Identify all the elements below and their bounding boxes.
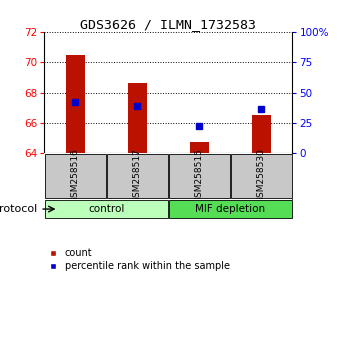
- Text: GSM258530: GSM258530: [257, 148, 266, 203]
- FancyBboxPatch shape: [169, 154, 230, 198]
- FancyBboxPatch shape: [169, 200, 292, 218]
- Bar: [190, 142, 209, 153]
- Text: control: control: [88, 204, 124, 214]
- Text: GSM258516: GSM258516: [71, 148, 80, 203]
- FancyBboxPatch shape: [107, 154, 168, 198]
- Text: protocol: protocol: [0, 204, 37, 214]
- Text: GSM258515: GSM258515: [195, 148, 204, 203]
- Bar: [128, 84, 147, 153]
- FancyBboxPatch shape: [45, 200, 168, 218]
- Bar: [66, 55, 85, 153]
- FancyBboxPatch shape: [45, 154, 106, 198]
- FancyBboxPatch shape: [231, 154, 292, 198]
- Text: MIF depletion: MIF depletion: [195, 204, 266, 214]
- Legend: count, percentile rank within the sample: count, percentile rank within the sample: [49, 249, 230, 271]
- Text: GSM258517: GSM258517: [133, 148, 142, 203]
- Bar: [252, 115, 271, 153]
- Title: GDS3626 / ILMN_1732583: GDS3626 / ILMN_1732583: [80, 18, 256, 31]
